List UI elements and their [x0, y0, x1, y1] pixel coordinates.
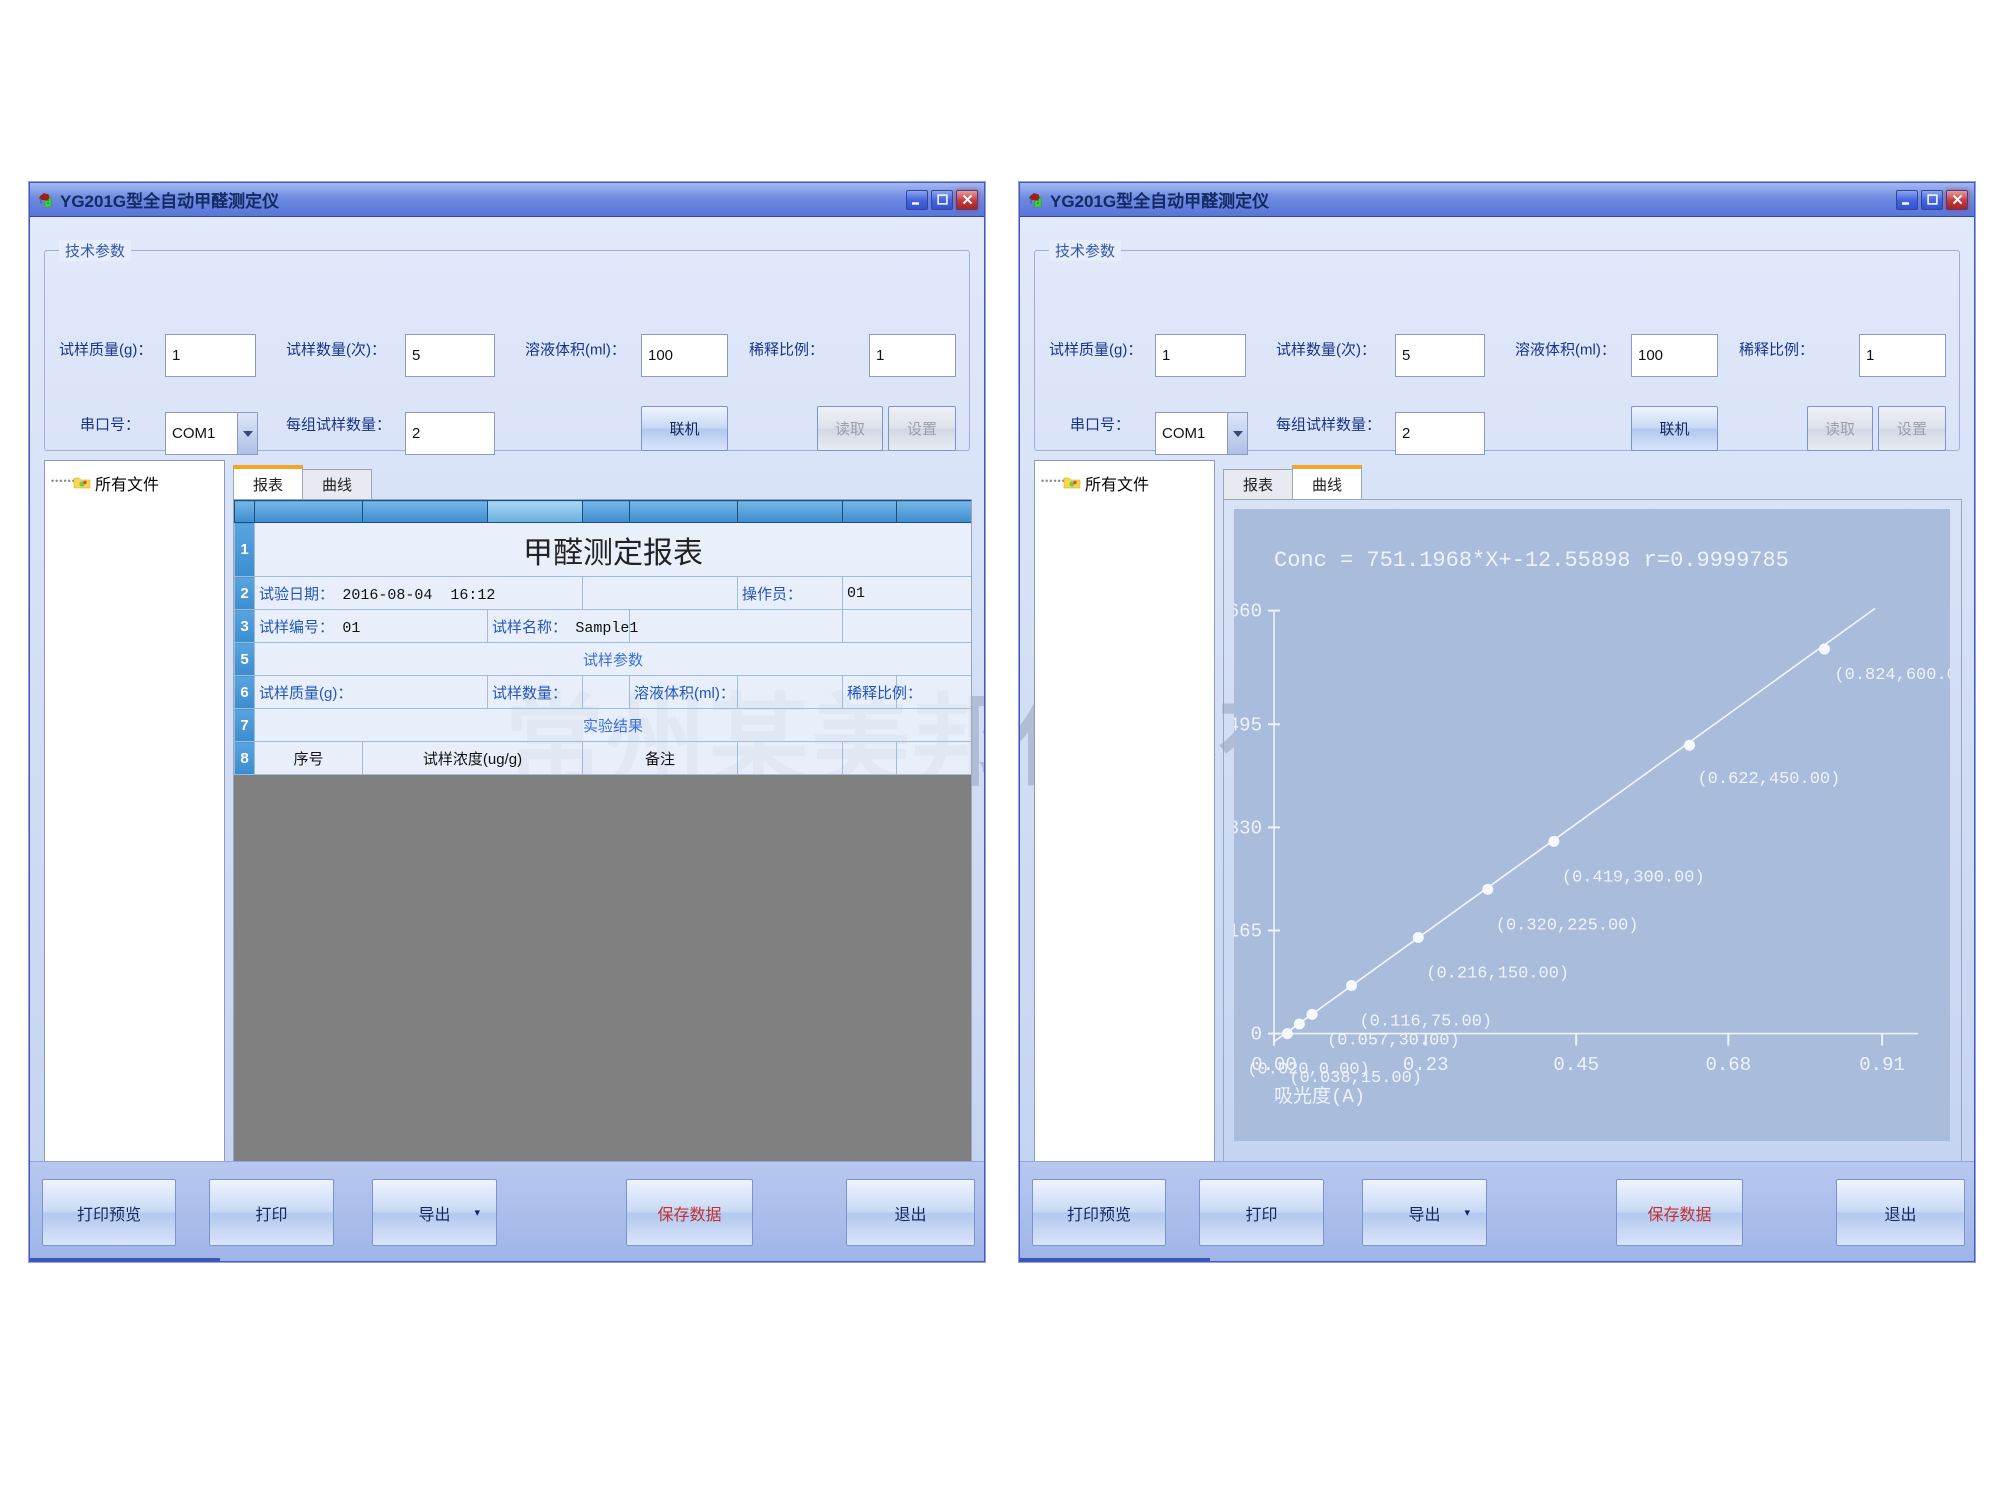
svg-text:660: 660: [1234, 601, 1262, 623]
svg-text:0.45: 0.45: [1553, 1054, 1599, 1076]
svg-text:165: 165: [1234, 921, 1262, 943]
svg-text:0.68: 0.68: [1705, 1054, 1751, 1076]
svg-text:(0.419,300.00): (0.419,300.00): [1562, 868, 1705, 887]
svg-text:0: 0: [1251, 1024, 1262, 1046]
svg-text:(0.824,600.00): (0.824,600.00): [1834, 666, 1950, 685]
svg-text:(0.116,75.00): (0.116,75.00): [1359, 1013, 1492, 1032]
svg-text:Conc = 751.1968*X+-12.55898: Conc = 751.1968*X+-12.55898 r=0.9999785: [1274, 548, 1789, 573]
svg-text:330: 330: [1234, 817, 1262, 839]
svg-text:0.91: 0.91: [1859, 1054, 1905, 1076]
svg-text:(0.216,150.00): (0.216,150.00): [1426, 964, 1569, 983]
svg-text:(0.038,15.00): (0.038,15.00): [1289, 1069, 1422, 1088]
svg-text:(0.320,225.00): (0.320,225.00): [1496, 916, 1639, 935]
svg-text:吸光度(A): 吸光度(A): [1274, 1085, 1365, 1108]
svg-text:(0.057,30.00): (0.057,30.00): [1327, 1031, 1460, 1050]
svg-text:495: 495: [1234, 714, 1262, 736]
svg-text:(0.622,450.00): (0.622,450.00): [1697, 770, 1840, 789]
